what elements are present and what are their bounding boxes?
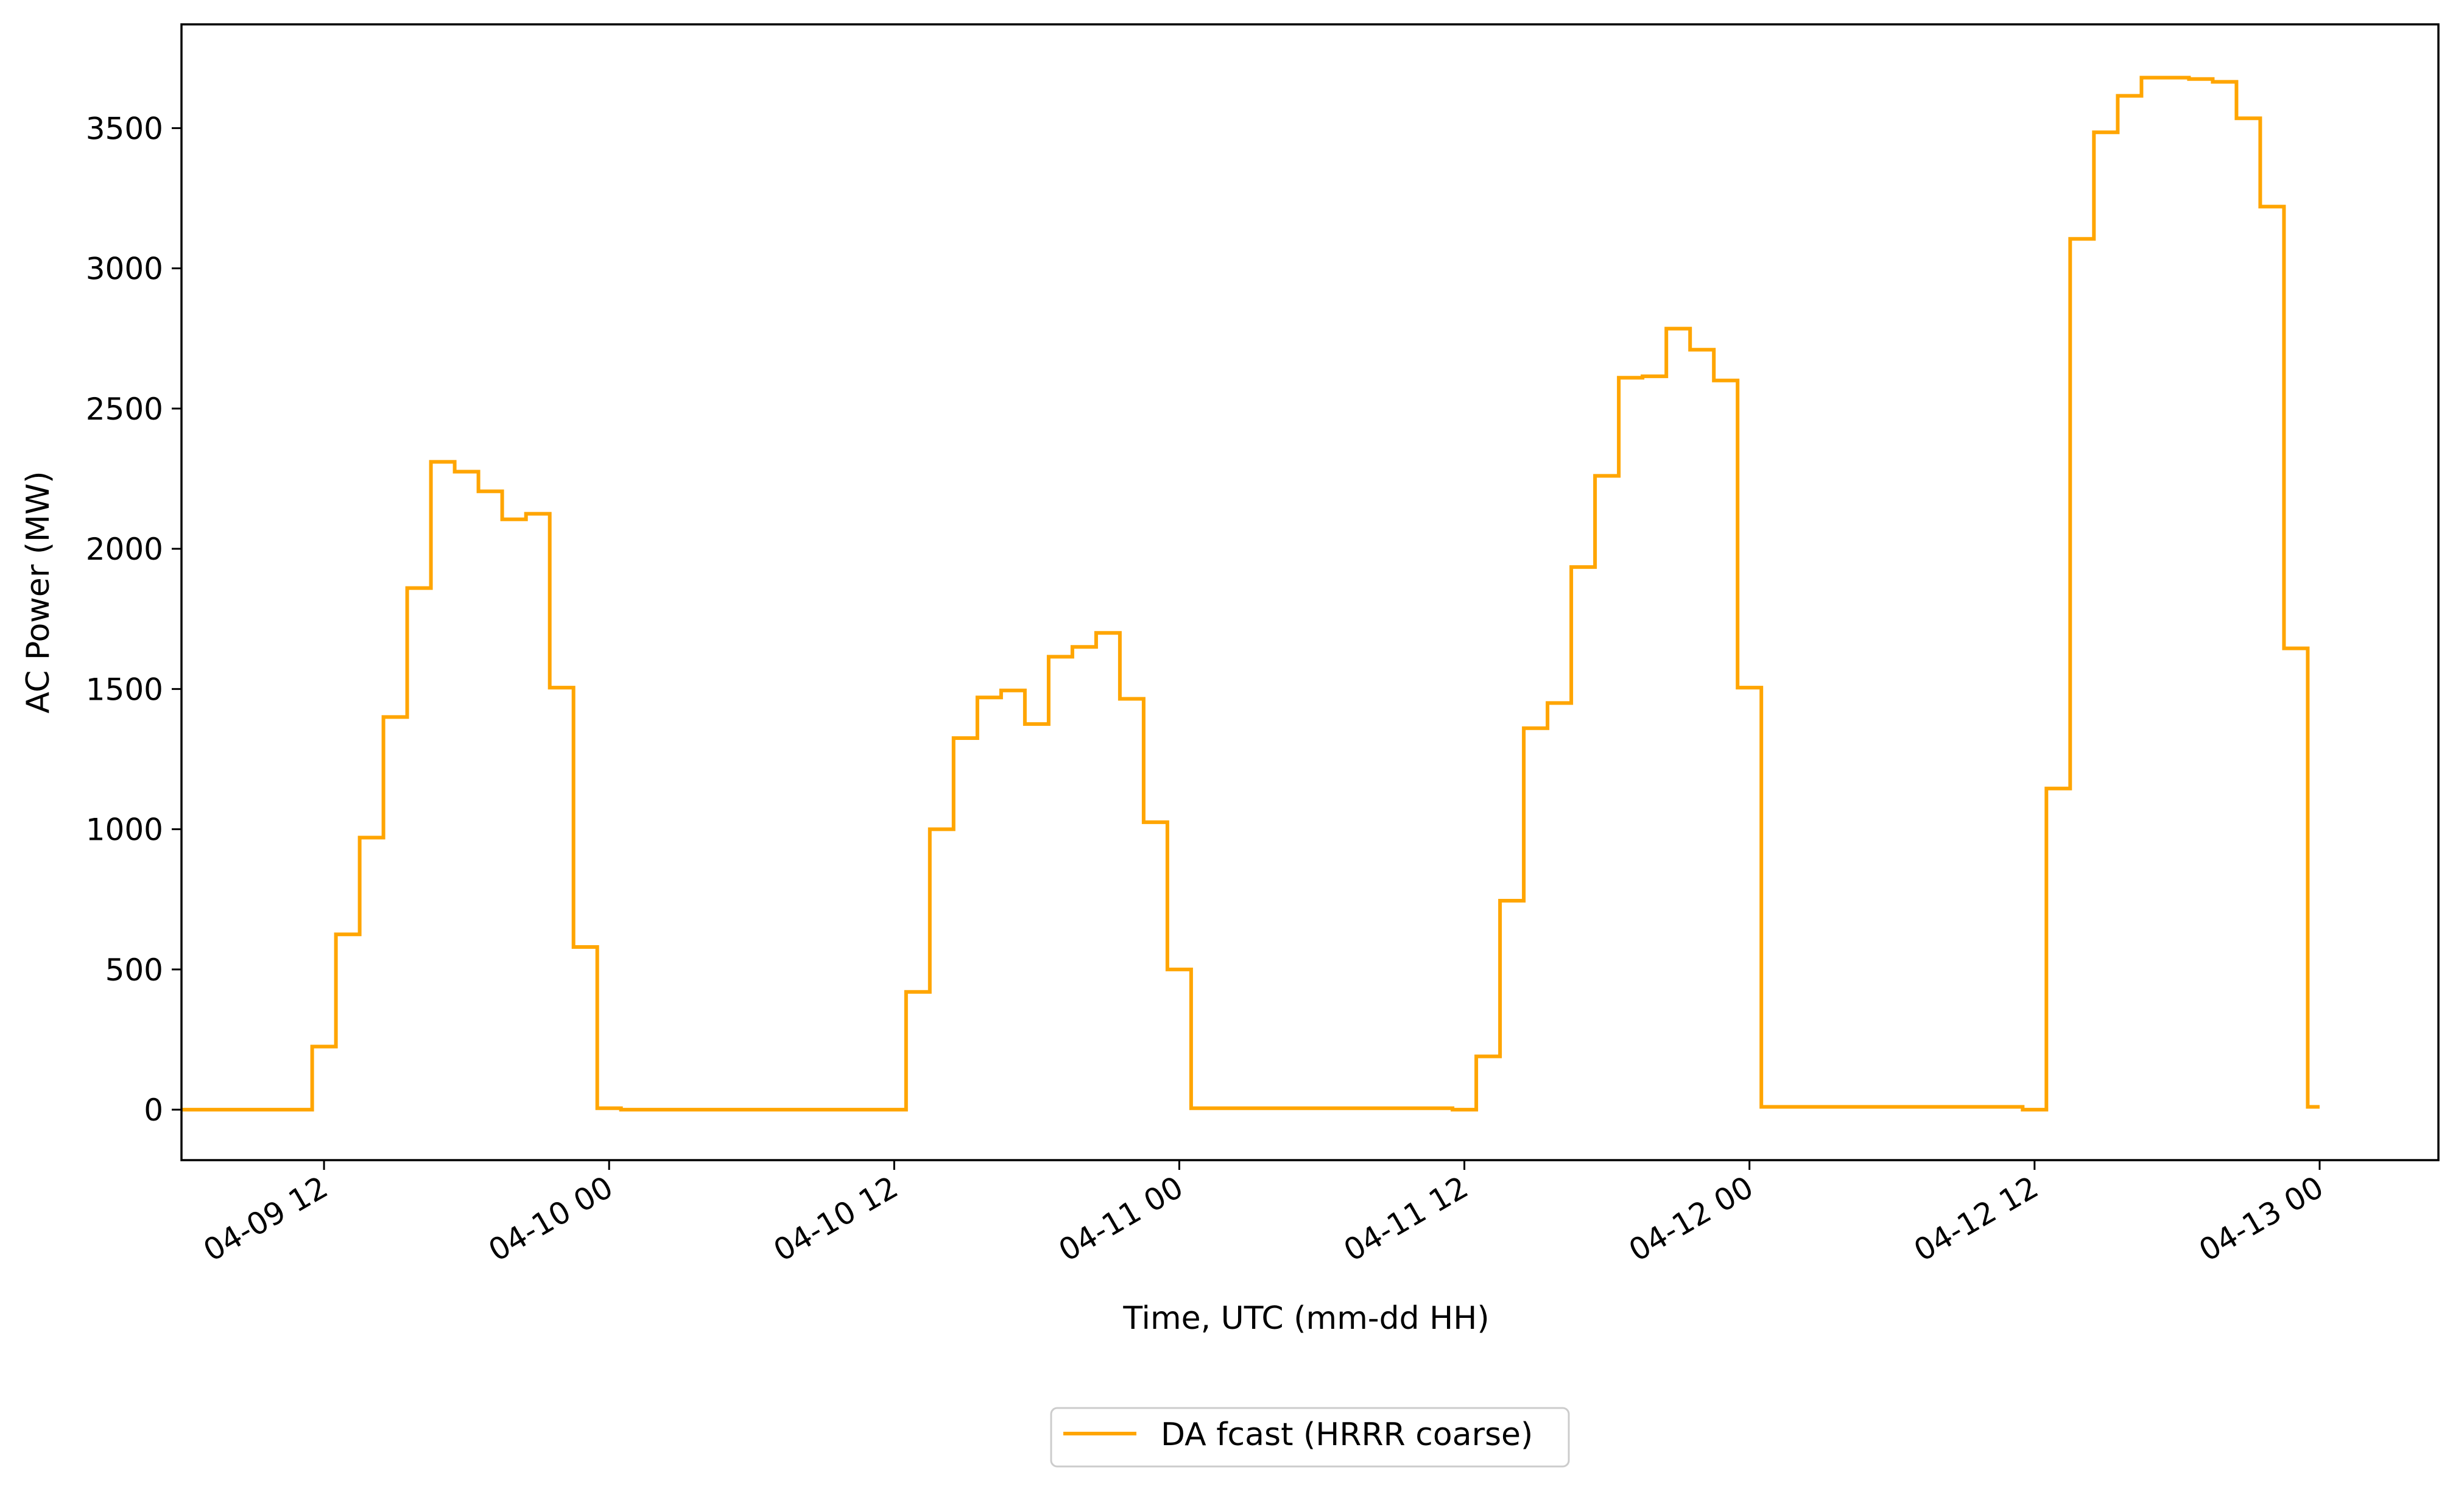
legend-label-da-fcast: DA fcast (HRRR coarse) <box>1161 1417 1533 1453</box>
axes-frame <box>180 23 2440 1161</box>
series-line-da-fcast <box>181 76 2320 1112</box>
y-axis-label: AC Power (MW) <box>20 471 57 713</box>
y-axis: 0 500 1000 1500 2000 2500 3000 3500 <box>86 111 181 1128</box>
y-tick-label: 3500 <box>86 111 163 146</box>
y-tick-label: 1500 <box>86 672 163 707</box>
y-tick-label: 1000 <box>86 812 163 848</box>
legend-box <box>1050 1407 1570 1468</box>
x-axis-label: Time, UTC (mm-dd HH) <box>1122 1300 1489 1337</box>
legend: DA fcast (HRRR coarse) <box>1050 1407 1570 1468</box>
y-tick-label: 2500 <box>86 392 163 427</box>
y-tick-label: 0 <box>144 1093 163 1128</box>
plot-area <box>180 23 2440 1161</box>
y-tick-label: 3000 <box>86 252 163 287</box>
y-tick-label: 2000 <box>86 532 163 567</box>
y-tick-label: 500 <box>105 952 163 988</box>
